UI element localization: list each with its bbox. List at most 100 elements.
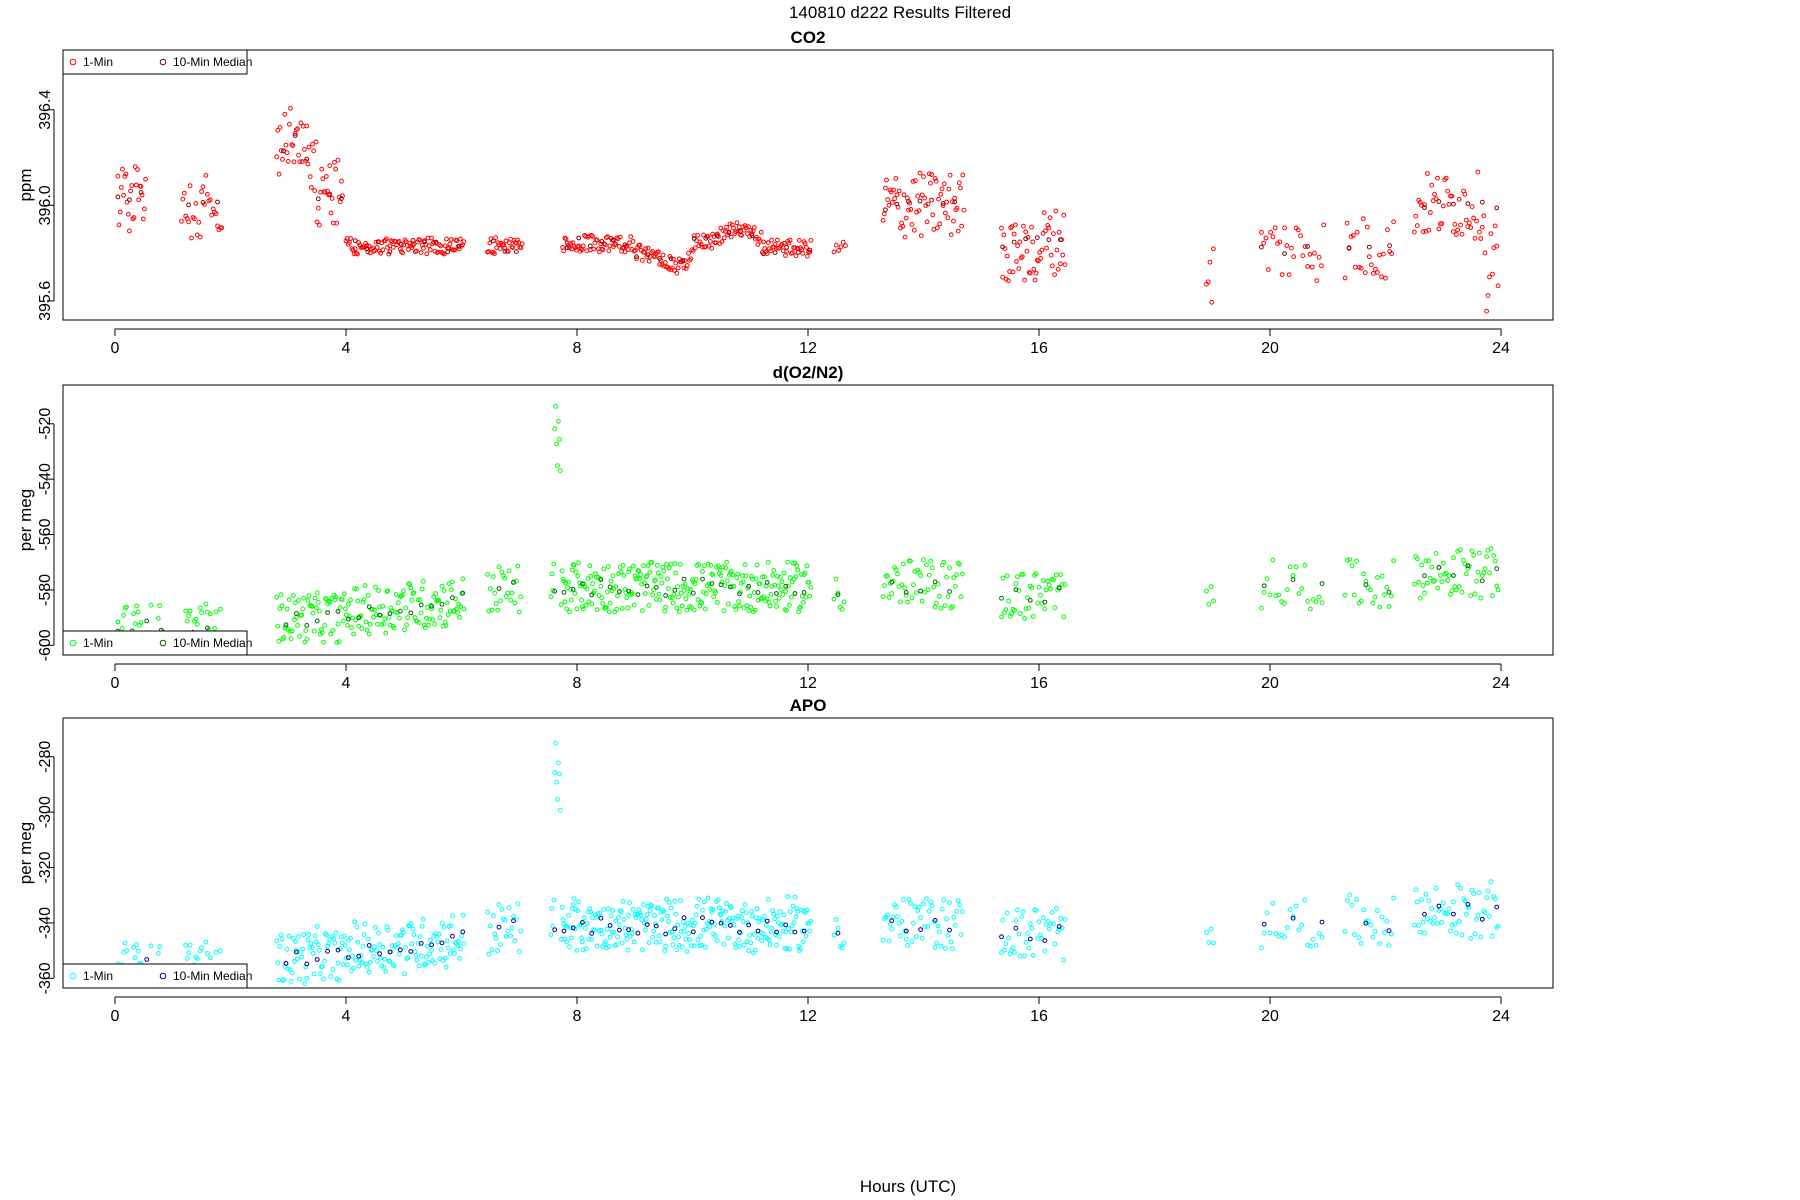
one-min-point: [126, 228, 132, 234]
one-min-point: [1375, 270, 1380, 275]
median-point: [792, 591, 798, 596]
one-min-point: [322, 190, 328, 195]
x-tick-label: 8: [573, 1008, 582, 1025]
one-min-point: [646, 940, 652, 945]
one-min-point: [691, 607, 697, 613]
one-min-point: [1370, 600, 1376, 606]
one-min-point: [1259, 605, 1264, 611]
one-min-point: [556, 418, 561, 424]
one-min-point: [554, 779, 559, 785]
one-min-point: [606, 609, 612, 615]
one-min-point: [908, 207, 914, 212]
median-point: [1013, 925, 1019, 931]
one-min-point: [417, 237, 423, 243]
median-point: [1465, 563, 1471, 569]
median-point: [784, 245, 789, 250]
one-min-point: [1432, 191, 1437, 197]
one-min-point: [556, 771, 562, 777]
one-min-point: [317, 971, 323, 976]
one-min-point: [946, 186, 952, 192]
one-min-point: [650, 934, 655, 940]
one-min-point: [278, 148, 284, 154]
one-min-point: [894, 192, 900, 198]
one-min-point: [320, 964, 325, 970]
one-min-point: [795, 567, 801, 573]
one-min-point: [274, 595, 280, 600]
one-min-point: [630, 563, 636, 569]
one-min-point: [648, 902, 654, 908]
one-min-point: [341, 591, 347, 597]
one-min-point: [589, 937, 595, 942]
one-min-point: [637, 576, 643, 582]
one-min-point: [1464, 217, 1469, 223]
one-min-point: [289, 970, 295, 976]
one-min-point: [705, 561, 711, 567]
one-min-point: [371, 954, 376, 959]
one-min-point: [666, 919, 671, 924]
one-min-point: [311, 971, 317, 977]
one-min-point: [775, 237, 780, 243]
one-min-point: [1305, 942, 1310, 948]
one-min-point: [461, 606, 467, 612]
one-min-point: [1053, 572, 1059, 578]
one-min-point: [831, 932, 837, 938]
one-min-point: [599, 931, 605, 937]
one-min-point: [304, 123, 310, 129]
median-point: [718, 582, 724, 588]
one-min-point: [896, 188, 902, 194]
median-point: [932, 579, 938, 585]
legend-entry-label: 1-Min: [83, 636, 113, 650]
one-min-point: [641, 902, 646, 907]
one-min-point: [1345, 898, 1350, 903]
one-min-point: [1062, 917, 1068, 922]
one-min-point: [1045, 918, 1051, 924]
one-min-point: [939, 906, 945, 912]
one-min-point: [843, 243, 848, 249]
one-min-point: [590, 581, 595, 586]
one-min-point: [1416, 923, 1422, 928]
median-point: [690, 929, 696, 935]
panel-title: d(O2/N2): [773, 363, 844, 382]
one-min-point: [645, 245, 651, 251]
one-min-point: [585, 909, 591, 915]
one-min-point: [656, 591, 662, 597]
y-tick-label: -520: [37, 408, 54, 440]
one-min-point: [603, 939, 608, 945]
one-min-point: [767, 603, 773, 609]
median-point: [335, 609, 341, 614]
x-tick-label: 20: [1261, 1008, 1279, 1025]
one-min-point: [1031, 266, 1037, 272]
one-min-point: [399, 933, 404, 938]
one-min-point: [448, 923, 454, 929]
y-tick-label: -360: [37, 962, 54, 994]
one-min-point: [184, 956, 190, 961]
one-min-point: [186, 219, 192, 225]
one-min-point: [688, 256, 694, 262]
one-min-point: [700, 907, 705, 913]
one-min-point: [934, 600, 939, 606]
one-min-point: [1433, 885, 1439, 891]
one-min-point: [625, 947, 631, 953]
one-min-point: [958, 932, 964, 937]
one-min-point: [903, 215, 909, 221]
one-min-point: [129, 183, 135, 188]
one-min-point: [740, 919, 746, 924]
one-min-point: [633, 915, 639, 921]
one-min-point: [386, 614, 392, 620]
one-min-point: [373, 584, 378, 590]
one-min-point: [117, 209, 123, 215]
one-min-point: [328, 631, 334, 637]
one-min-point: [1426, 898, 1432, 904]
one-min-point: [1427, 575, 1433, 581]
one-min-point: [1036, 258, 1041, 264]
one-min-point: [778, 587, 784, 592]
median-point: [314, 957, 320, 962]
one-min-point: [1492, 223, 1498, 229]
one-min-point: [1490, 593, 1495, 599]
one-min-point: [1061, 614, 1066, 620]
one-min-point: [383, 630, 389, 636]
one-min-point: [1013, 918, 1019, 923]
one-min-point: [287, 967, 293, 973]
one-min-point: [905, 599, 910, 605]
one-min-point: [1049, 263, 1055, 269]
